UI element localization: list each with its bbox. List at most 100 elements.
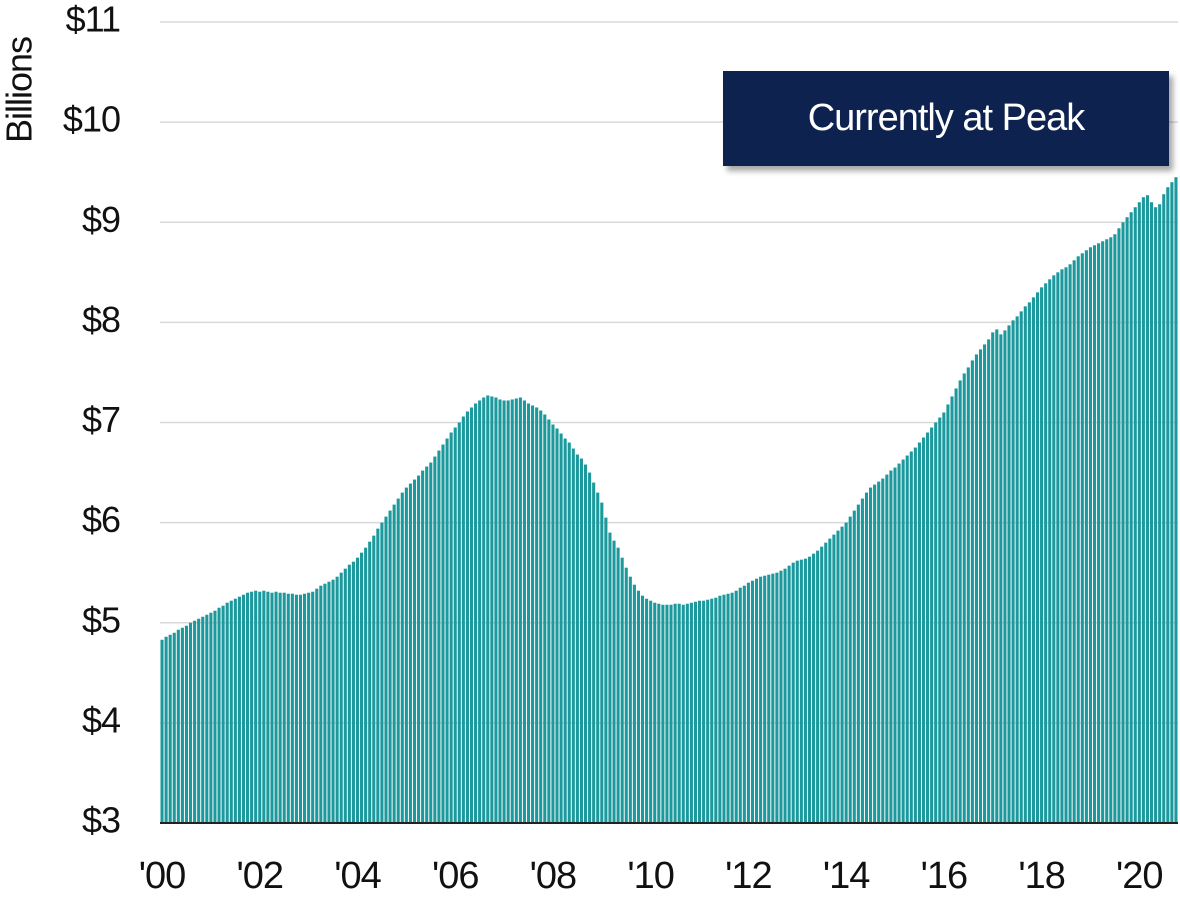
bar: [681, 604, 685, 823]
bar: [942, 412, 946, 823]
bar: [205, 614, 209, 823]
bar: [339, 572, 343, 823]
bar: [588, 472, 592, 823]
bar: [559, 433, 563, 823]
bar: [290, 593, 294, 823]
bar: [164, 636, 168, 823]
bar: [522, 400, 526, 823]
bar: [807, 556, 812, 823]
bar: [286, 593, 290, 823]
bar: [897, 463, 901, 823]
bar: [917, 442, 921, 823]
bar: [539, 410, 543, 823]
bar: [881, 478, 885, 823]
bar: [693, 601, 698, 823]
bar: [282, 592, 286, 823]
bar: [930, 427, 934, 823]
bar: [1048, 279, 1052, 823]
bar: [934, 422, 938, 823]
bar: [783, 568, 787, 823]
bar: [482, 397, 486, 823]
bar: [913, 447, 917, 823]
bar: [266, 591, 270, 823]
bar: [298, 594, 303, 823]
annotation-box: [723, 71, 1169, 166]
bar: [742, 585, 746, 823]
bar: [193, 620, 197, 823]
bar: [514, 398, 518, 823]
x-tick-label: '14: [823, 855, 870, 897]
bar: [1011, 320, 1015, 823]
bar: [180, 627, 184, 823]
bar: [184, 625, 189, 823]
bar: [303, 593, 307, 823]
bar: [217, 607, 221, 823]
bar: [563, 438, 567, 823]
bar: [294, 594, 298, 823]
bar: [404, 487, 408, 823]
bar: [750, 580, 755, 823]
bar: [970, 360, 974, 823]
bar: [457, 422, 461, 823]
bar: [392, 504, 396, 823]
bar: [624, 567, 628, 823]
bar: [429, 462, 433, 823]
bar: [400, 492, 404, 823]
bar: [547, 419, 551, 823]
bar: [449, 432, 453, 823]
bar: [315, 588, 319, 823]
bar: [958, 380, 962, 823]
y-tick-label: $8: [82, 299, 120, 340]
bar: [469, 407, 474, 823]
bar: [974, 354, 978, 823]
bar: [677, 603, 681, 823]
bar: [600, 502, 604, 823]
bar: [1129, 212, 1133, 824]
bar: [771, 573, 775, 823]
bar: [360, 552, 364, 823]
bar: [160, 639, 164, 823]
bar: [571, 448, 575, 823]
bar: [1027, 302, 1031, 824]
bar: [596, 492, 600, 823]
bar: [355, 557, 360, 823]
y-tick-label: $7: [82, 399, 120, 440]
bar: [172, 632, 176, 823]
bar: [640, 595, 645, 823]
bar: [689, 602, 693, 823]
bar: [844, 522, 848, 823]
bar: [327, 581, 331, 823]
bar: [1145, 195, 1150, 823]
bar: [987, 339, 991, 823]
bar: [1092, 245, 1097, 823]
bar: [828, 538, 832, 823]
bar: [543, 414, 547, 823]
bar: [995, 329, 999, 823]
bar: [816, 550, 820, 823]
bar: [840, 526, 844, 823]
bar: [461, 416, 465, 823]
y-axis-label: Billions: [0, 37, 40, 143]
x-tick-label: '04: [334, 855, 381, 897]
bar: [1097, 243, 1101, 823]
bar: [535, 407, 539, 823]
x-tick-label: '10: [627, 855, 674, 897]
bar: [347, 564, 351, 823]
bar: [1137, 202, 1141, 824]
bar: [653, 602, 657, 823]
bar: [396, 498, 400, 823]
bar: [926, 432, 930, 823]
bar: [323, 583, 327, 823]
bar: [901, 459, 905, 823]
bar: [885, 474, 889, 823]
bar: [860, 498, 864, 823]
bar: [877, 481, 881, 823]
bar: [921, 437, 926, 823]
bar: [388, 510, 392, 823]
x-tick-label: '12: [725, 855, 772, 897]
bar: [702, 600, 706, 823]
bar: [372, 535, 376, 823]
x-tick-label: '06: [432, 855, 479, 897]
bar: [710, 598, 714, 823]
bar: [787, 565, 791, 823]
